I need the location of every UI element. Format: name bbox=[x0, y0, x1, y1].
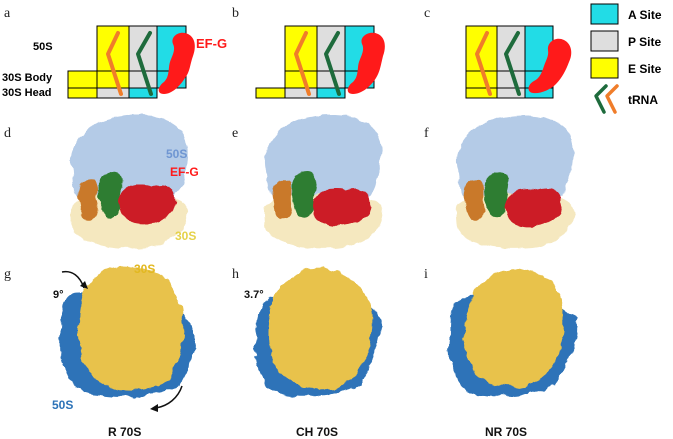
legend: A Site P Site E Site tRNA bbox=[590, 3, 662, 114]
rotation-arrowhead-bottom-icon bbox=[150, 404, 158, 412]
rotation-map-g: 30S 50S 9° R 70S bbox=[52, 262, 195, 439]
state-label-nr70s: NR 70S bbox=[485, 425, 527, 439]
legend-trna-orange-icon bbox=[605, 84, 619, 114]
panel-letter-b: b bbox=[232, 6, 239, 21]
trna-orange-a bbox=[106, 31, 123, 96]
schematic-panel-b bbox=[255, 25, 385, 99]
density-50s-e bbox=[264, 115, 382, 196]
trna-green-c bbox=[504, 31, 521, 96]
panel-letter-a: a bbox=[4, 6, 11, 21]
state-label-ch70s: CH 70S bbox=[296, 425, 338, 439]
panel-letter-c: c bbox=[424, 6, 430, 21]
legend-label-e-site: E Site bbox=[628, 62, 662, 76]
e-site-head-c bbox=[465, 87, 498, 99]
density-trna-green-f bbox=[484, 171, 509, 218]
rotation-arrow-bottom-icon bbox=[155, 385, 183, 409]
rotation-angle-g: 9° bbox=[53, 289, 64, 301]
density-map-f bbox=[456, 115, 575, 249]
density-efg-f bbox=[504, 188, 563, 227]
legend-trna-green-icon bbox=[594, 84, 608, 114]
trna-green-b bbox=[324, 31, 341, 96]
density-label-efg: EF-G bbox=[170, 165, 199, 179]
schematic-panel-c bbox=[465, 25, 572, 99]
rotation-map-i: NR 70S bbox=[449, 268, 577, 439]
rotation-map-h: 3.7° CH 70S bbox=[244, 268, 381, 439]
legend-swatch-p-site bbox=[590, 30, 619, 52]
panel-letter-f: f bbox=[424, 126, 429, 141]
e-site-head-b bbox=[255, 87, 286, 99]
efg-shape-b bbox=[347, 32, 385, 94]
label-30s-head-row: 30S Head bbox=[2, 87, 52, 99]
state-label-r70s: R 70S bbox=[108, 425, 141, 439]
panel-letter-e: e bbox=[232, 126, 238, 141]
label-50s-row: 50S bbox=[33, 41, 53, 53]
legend-label-p-site: P Site bbox=[628, 35, 661, 49]
efg-label-a: EF-G bbox=[196, 36, 227, 51]
density-efg-e bbox=[312, 188, 371, 227]
legend-label-a-site: A Site bbox=[628, 8, 662, 22]
efg-shape-a bbox=[158, 32, 195, 94]
density-trna-green-d bbox=[98, 171, 123, 218]
rotation-label-50s: 50S bbox=[52, 398, 73, 412]
e-site-30s-body bbox=[67, 70, 98, 89]
panel-letter-g: g bbox=[4, 267, 11, 282]
a-site-head-b bbox=[316, 87, 346, 99]
p-site-30s-head bbox=[96, 87, 130, 99]
density-50s-f bbox=[456, 115, 574, 196]
density-map-d: 50S EF-G 30S bbox=[70, 115, 199, 249]
p-site-head-c bbox=[496, 87, 526, 99]
density-trna-orange-f bbox=[463, 179, 485, 221]
density-trna-green-e bbox=[292, 171, 317, 218]
panel-letter-d: d bbox=[4, 126, 11, 141]
density-50s-d bbox=[70, 115, 188, 196]
label-30s-body-row: 30S Body bbox=[2, 72, 53, 84]
trna-orange-b bbox=[294, 31, 311, 96]
density-label-30s: 30S bbox=[175, 229, 196, 243]
a-site-30s-head bbox=[128, 87, 158, 99]
small-subunit-h bbox=[268, 268, 373, 389]
schematic-panel-a: 50S 30S Body 30S Head EF-G bbox=[2, 25, 227, 99]
legend-swatch-a-site bbox=[590, 3, 619, 25]
density-trna-orange-d bbox=[77, 179, 99, 221]
efg-shape-c bbox=[528, 38, 572, 94]
panel-letter-h: h bbox=[232, 267, 239, 282]
small-subunit-i bbox=[463, 268, 565, 387]
density-label-50s: 50S bbox=[166, 147, 187, 161]
small-subunit-g bbox=[78, 266, 184, 391]
rotation-arrowhead-top-icon bbox=[80, 281, 88, 289]
panel-letter-i: i bbox=[424, 267, 428, 282]
trna-orange-c bbox=[475, 31, 492, 96]
legend-swatch-e-site bbox=[590, 57, 619, 79]
legend-label-trna: tRNA bbox=[628, 93, 658, 107]
density-map-e bbox=[264, 115, 383, 249]
p-site-head-b bbox=[284, 87, 318, 99]
e-site-30s-head bbox=[67, 87, 98, 99]
density-trna-orange-e bbox=[271, 179, 293, 221]
rotation-label-30s: 30S bbox=[134, 262, 155, 276]
trna-green-a bbox=[136, 31, 153, 96]
rotation-angle-h: 3.7° bbox=[244, 289, 264, 301]
density-efg-d bbox=[118, 184, 177, 225]
